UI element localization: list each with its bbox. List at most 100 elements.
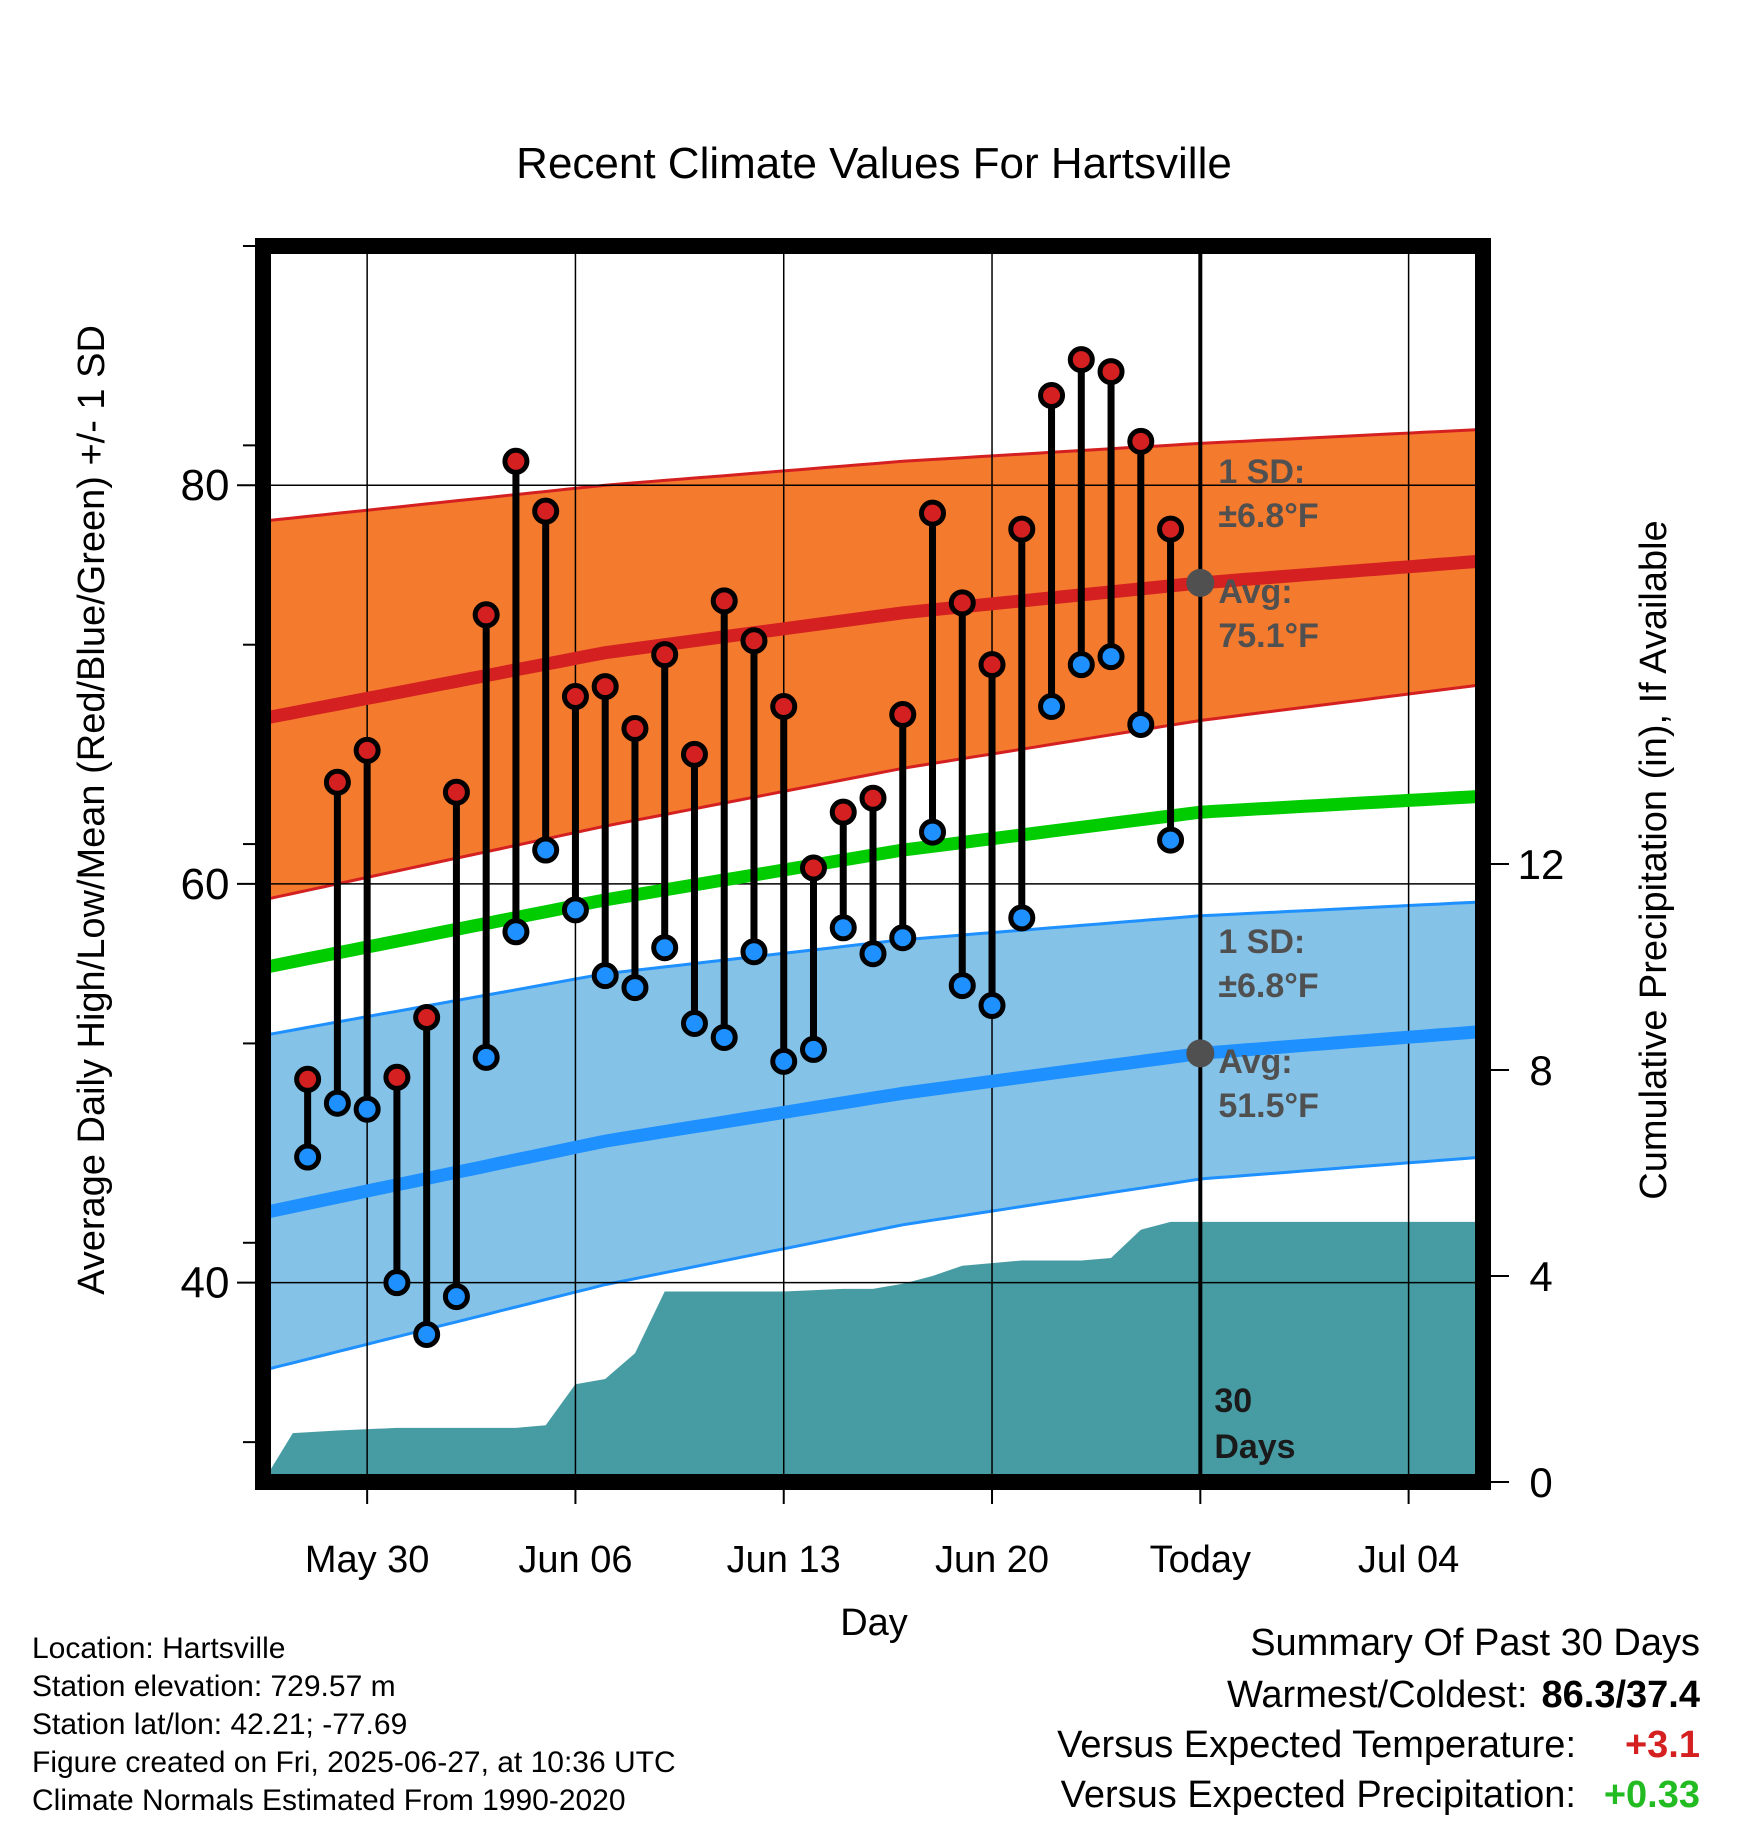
low-sd-band xyxy=(263,901,1483,1371)
daily-high-point xyxy=(948,589,976,617)
daily-high-point xyxy=(413,1004,441,1032)
daily-high-point xyxy=(859,784,887,812)
today-low-normal-marker xyxy=(1186,1039,1215,1068)
daily-low-point xyxy=(294,1143,322,1171)
daily-low-point xyxy=(740,938,768,966)
summary-temp: Versus Expected Temperature: +3.1 xyxy=(1057,1724,1700,1774)
daily-low-point xyxy=(710,1023,738,1051)
daily-low-point xyxy=(502,918,530,946)
daily-low-point xyxy=(919,818,947,846)
high-upper-line xyxy=(263,427,1483,523)
y2-tick-label: 8 xyxy=(1529,1047,1552,1094)
daily-low-point xyxy=(621,974,649,1002)
warm-cold-value: 86.3/37.4 xyxy=(1541,1674,1700,1716)
daily-low-point xyxy=(799,1035,827,1063)
daily-high-point xyxy=(1038,382,1066,410)
today-high-normal-marker xyxy=(1186,568,1215,597)
daily-low-point xyxy=(859,940,887,968)
daily-low-point xyxy=(532,836,560,864)
temp-value: +3.1 xyxy=(1624,1724,1700,1766)
precip-area xyxy=(263,1221,1483,1482)
daily-high-point xyxy=(740,627,768,655)
daily-low-point xyxy=(1157,826,1185,854)
daily-low-point xyxy=(323,1089,351,1117)
plot-inner: 1 SD: ±6.8°F Avg: 75.1°F 1 SD: ±6.8°F Avg: 51.5… xyxy=(263,246,1483,1482)
x-tick-label: Jun 20 xyxy=(935,1539,1049,1581)
high-sd-value: ±6.8°F xyxy=(1218,497,1318,535)
summary-precip: Versus Expected Precipitation: +0.33 xyxy=(1057,1774,1700,1824)
low-avg-value: 51.5°F xyxy=(1218,1087,1319,1125)
daily-low-point xyxy=(948,972,976,1000)
daily-high-point xyxy=(561,683,589,711)
daily-low-point xyxy=(472,1043,500,1071)
y-tick-label: 60 xyxy=(181,860,230,909)
daily-low-point xyxy=(1097,643,1125,671)
y-tick-label: 80 xyxy=(181,461,230,510)
daily-high-point xyxy=(502,447,530,475)
daily-low-point xyxy=(889,924,917,952)
daily-high-point xyxy=(1097,358,1125,386)
low-lower-line xyxy=(263,1155,1483,1372)
station-info: Location: Hartsville Station elevation: … xyxy=(32,1630,676,1820)
x-tick-label: Jul 04 xyxy=(1358,1539,1459,1581)
daily-high-point xyxy=(829,798,857,826)
daily-high-point xyxy=(1127,427,1155,455)
daily-low-point xyxy=(829,914,857,942)
daily-high-point xyxy=(383,1063,411,1091)
info-latlon: Station lat/lon: 42.21; -77.69 xyxy=(32,1708,408,1741)
daily-high-point xyxy=(591,673,619,701)
daily-high-point xyxy=(353,736,381,764)
daily-high-point xyxy=(799,854,827,882)
daily-low-point xyxy=(561,896,589,924)
y2-tick-label: 0 xyxy=(1529,1459,1552,1506)
x-axis-label: Day xyxy=(840,1602,908,1644)
high-sd-band xyxy=(263,429,1483,900)
daily-high-point xyxy=(294,1065,322,1093)
daily-high-point xyxy=(1157,515,1185,543)
y-axis-label: Average Daily High/Low/Mean (Red/Blue/Gr… xyxy=(71,325,113,1295)
high-avg-line xyxy=(263,554,1483,725)
daily-low-point xyxy=(413,1320,441,1348)
daily-low-point xyxy=(1067,651,1095,679)
daily-high-point xyxy=(680,740,708,768)
low-sd-value: ±6.8°F xyxy=(1218,967,1318,1005)
high-avg-label: Avg: xyxy=(1218,573,1292,611)
daily-low-point xyxy=(442,1283,470,1311)
daily-high-point xyxy=(323,768,351,796)
daily-low-point xyxy=(1008,904,1036,932)
chart-title: Recent Climate Values For Hartsville xyxy=(516,139,1232,188)
info-location: Location: Hartsville xyxy=(32,1632,286,1665)
summary-header: Summary Of Past 30 Days xyxy=(1250,1622,1700,1664)
info-normals: Climate Normals Estimated From 1990-2020 xyxy=(32,1784,626,1817)
info-elevation: Station elevation: 729.57 m xyxy=(32,1670,396,1703)
summary-warm-cold: Warmest/Coldest: 86.3/37.4 xyxy=(1057,1674,1700,1724)
daily-high-point xyxy=(532,497,560,525)
daily-high-point xyxy=(710,587,738,615)
today-days-label: 30 xyxy=(1214,1382,1252,1420)
x-tick-label: Today xyxy=(1150,1539,1251,1581)
plot-frame xyxy=(255,238,1491,1490)
temp-label: Versus Expected Temperature: xyxy=(1057,1724,1576,1766)
low-avg-line xyxy=(263,1025,1483,1220)
high-lower-line xyxy=(263,683,1483,902)
x-tick-label: Jun 13 xyxy=(727,1539,841,1581)
plot-area: 1 SD: ±6.8°F Avg: 75.1°F 1 SD: ±6.8°F Avg: 51.5… xyxy=(181,238,1564,1581)
high-avg-value: 75.1°F xyxy=(1218,617,1319,655)
daily-high-point xyxy=(978,651,1006,679)
x-tick-label: May 30 xyxy=(305,1539,430,1581)
precip-value: +0.33 xyxy=(1603,1774,1700,1816)
daily-high-point xyxy=(1067,346,1095,374)
precip-label: Versus Expected Precipitation: xyxy=(1060,1774,1576,1816)
daily-low-point xyxy=(353,1095,381,1123)
daily-high-point xyxy=(1008,515,1036,543)
high-sd-label: 1 SD: xyxy=(1218,453,1305,491)
daily-high-point xyxy=(651,641,679,669)
daily-high-point xyxy=(621,714,649,742)
daily-low-point xyxy=(651,934,679,962)
daily-low-point xyxy=(978,992,1006,1020)
daily-high-point xyxy=(770,693,798,721)
low-avg-label: Avg: xyxy=(1218,1043,1292,1081)
summary-panel: Summary Of Past 30 Days Warmest/Coldest:… xyxy=(1057,1622,1700,1824)
daily-low-point xyxy=(1127,710,1155,738)
